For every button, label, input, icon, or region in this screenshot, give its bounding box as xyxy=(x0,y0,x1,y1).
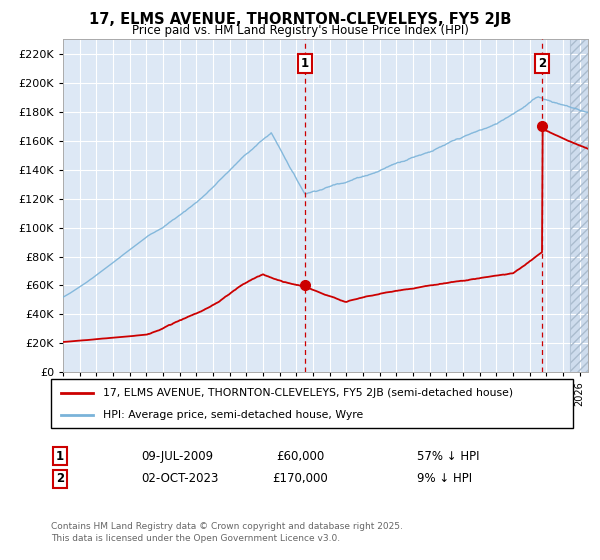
Text: HPI: Average price, semi-detached house, Wyre: HPI: Average price, semi-detached house,… xyxy=(103,409,364,419)
Text: 57% ↓ HPI: 57% ↓ HPI xyxy=(417,450,479,463)
Text: £60,000: £60,000 xyxy=(276,450,324,463)
FancyBboxPatch shape xyxy=(51,379,573,428)
Bar xyxy=(570,39,588,372)
Text: 02-OCT-2023: 02-OCT-2023 xyxy=(141,472,218,486)
Text: 2: 2 xyxy=(538,57,546,71)
Text: £170,000: £170,000 xyxy=(272,472,328,486)
Text: 1: 1 xyxy=(56,450,64,463)
Text: Price paid vs. HM Land Registry's House Price Index (HPI): Price paid vs. HM Land Registry's House … xyxy=(131,24,469,36)
Bar xyxy=(570,39,588,372)
Text: 17, ELMS AVENUE, THORNTON-CLEVELEYS, FY5 2JB (semi-detached house): 17, ELMS AVENUE, THORNTON-CLEVELEYS, FY5… xyxy=(103,388,514,398)
Text: 17, ELMS AVENUE, THORNTON-CLEVELEYS, FY5 2JB: 17, ELMS AVENUE, THORNTON-CLEVELEYS, FY5… xyxy=(89,12,511,27)
Text: 1: 1 xyxy=(301,57,309,71)
Text: 09-JUL-2009: 09-JUL-2009 xyxy=(141,450,213,463)
Text: Contains HM Land Registry data © Crown copyright and database right 2025.
This d: Contains HM Land Registry data © Crown c… xyxy=(51,522,403,543)
Text: 9% ↓ HPI: 9% ↓ HPI xyxy=(417,472,472,486)
Text: 2: 2 xyxy=(56,472,64,486)
